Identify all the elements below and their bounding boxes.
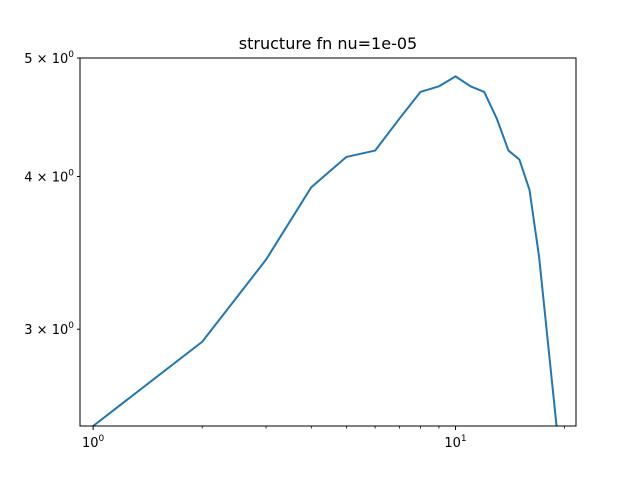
chart-title: structure fn nu=1e-05 bbox=[239, 34, 417, 53]
series-line-0 bbox=[91, 75, 558, 426]
y-tick-label-0: 3 × 100 bbox=[24, 321, 74, 338]
plot-area: 100 101 3 × 100 4 × 100 5 × 100 bbox=[24, 50, 577, 451]
x-tick-label-1: 101 bbox=[444, 434, 466, 451]
y-tick-label-2: 5 × 100 bbox=[24, 50, 74, 67]
x-tick-label-0: 100 bbox=[82, 434, 105, 451]
y-tick-label-1: 4 × 100 bbox=[24, 168, 74, 185]
axes-frame bbox=[79, 57, 577, 427]
